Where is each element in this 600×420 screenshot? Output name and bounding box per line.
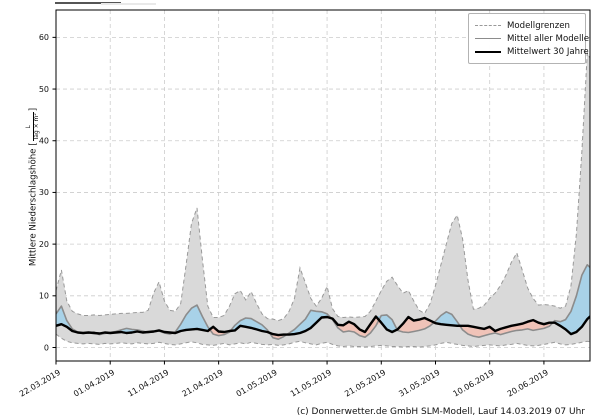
y-axis-unit-fraction: L Tag × m² — [25, 112, 40, 142]
svg-text:01.05.2019: 01.05.2019 — [235, 368, 279, 399]
svg-text:30: 30 — [39, 188, 49, 197]
svg-text:0: 0 — [44, 343, 49, 352]
svg-text:31.05.2019: 31.05.2019 — [397, 368, 441, 399]
svg-text:40: 40 — [39, 137, 49, 146]
svg-text:11.05.2019: 11.05.2019 — [289, 368, 333, 399]
y-axis-unit-denominator: Tag × m² — [32, 113, 40, 141]
legend-label: Modellgrenzen — [507, 20, 570, 31]
svg-text:11.04.2019: 11.04.2019 — [126, 368, 170, 399]
svg-text:01.04.2019: 01.04.2019 — [72, 368, 116, 399]
svg-text:20: 20 — [39, 240, 49, 249]
y-axis-label: Mittlere Niederschlagshöhe [L Tag × m²] — [25, 92, 41, 282]
svg-text:20.06.2019: 20.06.2019 — [506, 368, 550, 399]
svg-text:50: 50 — [39, 85, 49, 94]
y-axis-label-suffix: ] — [28, 107, 39, 112]
svg-text:60: 60 — [39, 33, 49, 42]
series-fills — [56, 52, 590, 347]
y-axis-label-prefix: Mittlere Niederschlagshöhe [ — [28, 142, 39, 267]
svg-text:21.04.2019: 21.04.2019 — [180, 368, 224, 399]
svg-text:21.05.2019: 21.05.2019 — [343, 368, 387, 399]
legend-item-mittelwert-30-jahre: Mittelwert 30 Jahre — [475, 45, 589, 58]
dashed-line-icon — [475, 25, 501, 26]
legend-label: Mittel aller Modelle — [507, 33, 590, 44]
legend-label: Mittelwert 30 Jahre — [507, 46, 589, 57]
cropped-top-artifact-line — [55, 2, 121, 4]
legend-item-modellgrenzen: Modellgrenzen — [475, 19, 579, 32]
legend-item-mittel-aller-modelle: Mittel aller Modelle — [475, 32, 589, 45]
svg-text:10.06.2019: 10.06.2019 — [452, 368, 496, 399]
series-lines — [56, 51, 590, 348]
svg-text:22.03.2019: 22.03.2019 — [18, 368, 62, 399]
black-line-icon — [475, 50, 501, 53]
copyright-credit: (c) Donnerwetter.de GmbH SLM-Modell, Lau… — [296, 407, 585, 417]
axes — [52, 9, 591, 365]
gray-line-icon — [475, 38, 501, 39]
svg-text:10: 10 — [39, 292, 49, 301]
chart-legend: Modellgrenzen Mittel aller Modelle Mitte… — [468, 13, 589, 64]
cropped-top-artifact-faint — [101, 3, 156, 5]
